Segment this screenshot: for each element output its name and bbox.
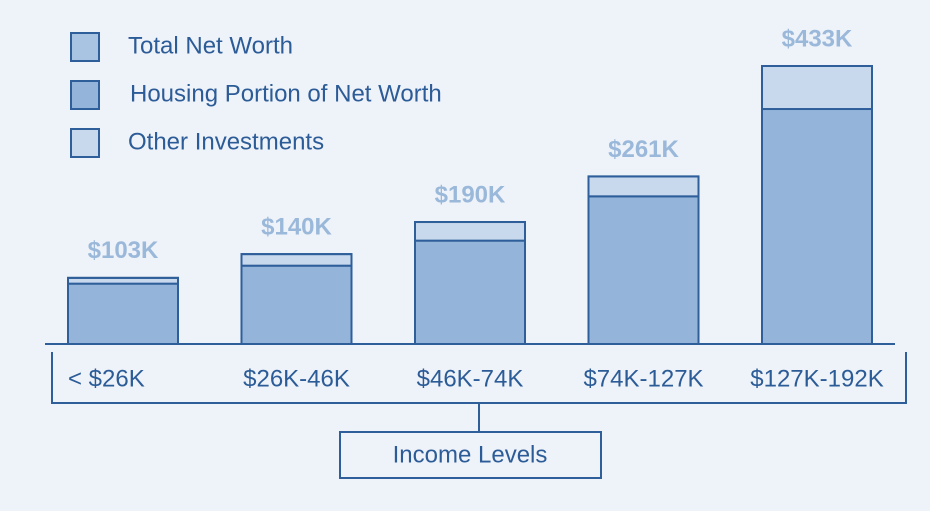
bar-segment: [587, 175, 700, 198]
x-tick-label: < $26K: [68, 365, 145, 392]
value-label: $433K: [782, 25, 853, 52]
legend-label: Housing Portion of Net Worth: [130, 80, 442, 107]
bar-segment: [761, 108, 873, 346]
value-label: $261K: [608, 136, 679, 163]
legend-label: Other Investments: [128, 128, 324, 155]
x-tick-label: $26K-46K: [243, 365, 350, 392]
bar-segment: [240, 253, 353, 267]
x-tick-label: $46K-74K: [417, 365, 524, 392]
bar-segment: [67, 282, 179, 345]
legend-swatch: [70, 32, 100, 62]
legend-swatch: [70, 80, 100, 110]
bar-total: [67, 276, 179, 345]
bar-segment: [414, 239, 526, 345]
legend-swatch: [70, 128, 100, 158]
legend-label: Total Net Worth: [128, 32, 293, 59]
bar-segment: [761, 65, 873, 111]
bar-segment: [587, 195, 700, 345]
category-bracket: [51, 352, 907, 432]
value-label: $140K: [261, 213, 332, 240]
bar-segment: [414, 221, 526, 242]
value-label: $103K: [88, 237, 159, 264]
bar-total: [414, 221, 526, 345]
x-axis-label: Income Levels: [393, 441, 548, 468]
x-label-box: [339, 431, 602, 479]
bar-total: [587, 175, 700, 345]
bar-total: [761, 65, 873, 345]
bar-total: [240, 253, 353, 346]
value-label: $190K: [435, 181, 506, 208]
bar-segment: [240, 264, 353, 345]
x-tick-label: $74K-127K: [583, 365, 703, 392]
x-tick-label: $127K-192K: [750, 365, 883, 392]
